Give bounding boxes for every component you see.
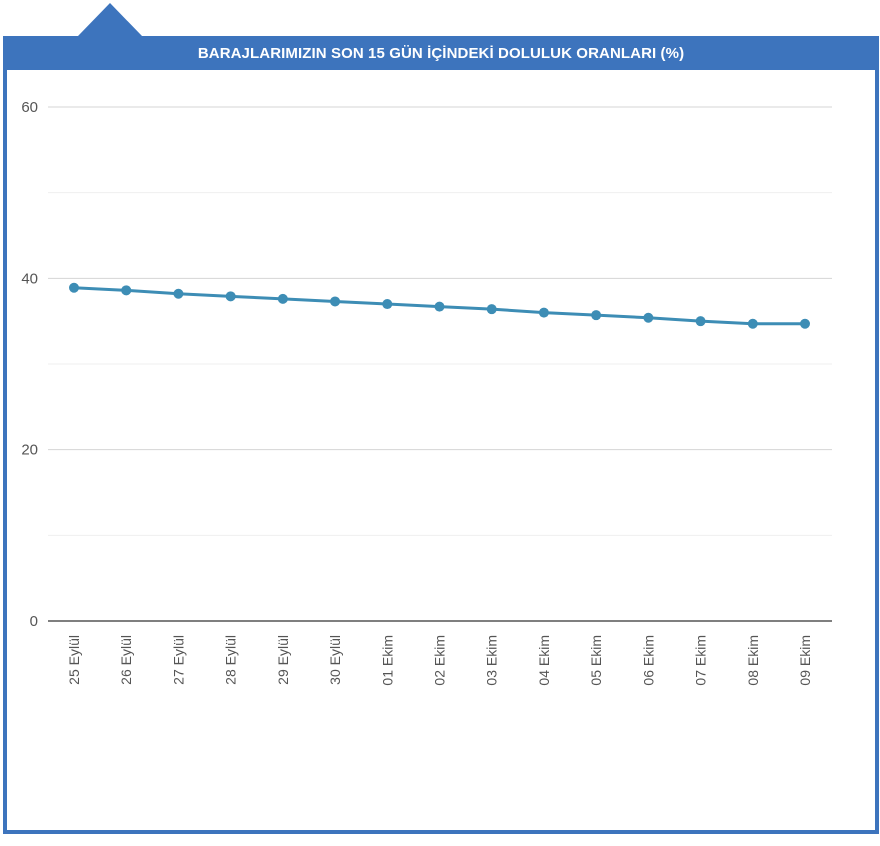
data-point xyxy=(747,318,758,329)
data-point xyxy=(538,307,549,318)
y-tick-label: 0 xyxy=(30,613,38,630)
y-tick-label: 60 xyxy=(21,99,38,116)
data-point xyxy=(434,301,445,312)
data-point xyxy=(173,288,184,299)
data-point xyxy=(121,285,132,296)
x-tick-label: 30 Eylül xyxy=(327,635,343,685)
data-point xyxy=(382,299,393,310)
x-tick-label: 07 Ekim xyxy=(693,635,709,686)
x-tick-label: 06 Ekim xyxy=(640,635,656,686)
chart-frame xyxy=(3,36,879,834)
x-tick-label: 03 Ekim xyxy=(484,635,500,686)
x-tick-label: 04 Ekim xyxy=(536,635,552,686)
x-tick-label: 28 Eylül xyxy=(223,635,239,685)
x-tick-label: 09 Ekim xyxy=(797,635,813,686)
data-point xyxy=(486,304,497,315)
x-tick-label: 02 Ekim xyxy=(432,635,448,686)
y-tick-label: 20 xyxy=(21,442,38,459)
x-tick-label: 25 Eylül xyxy=(66,635,82,685)
x-tick-label: 05 Ekim xyxy=(588,635,604,686)
data-point xyxy=(643,312,654,323)
x-tick-label: 26 Eylül xyxy=(118,635,134,685)
data-point xyxy=(225,291,236,302)
data-point xyxy=(277,293,288,304)
x-tick-label: 27 Eylül xyxy=(170,635,186,685)
data-point xyxy=(69,282,79,293)
y-tick-label: 40 xyxy=(21,270,38,287)
data-point xyxy=(695,316,706,327)
data-point xyxy=(800,318,810,329)
header-tab-notch xyxy=(78,3,142,36)
x-tick-label: 08 Ekim xyxy=(745,635,761,686)
chart-title: BARAJLARIMIZIN SON 15 GÜN İÇİNDEKİ DOLUL… xyxy=(3,36,879,70)
x-tick-label: 01 Ekim xyxy=(379,635,395,686)
data-point xyxy=(330,296,341,307)
x-tick-label: 29 Eylül xyxy=(275,635,291,685)
data-point xyxy=(591,310,602,321)
